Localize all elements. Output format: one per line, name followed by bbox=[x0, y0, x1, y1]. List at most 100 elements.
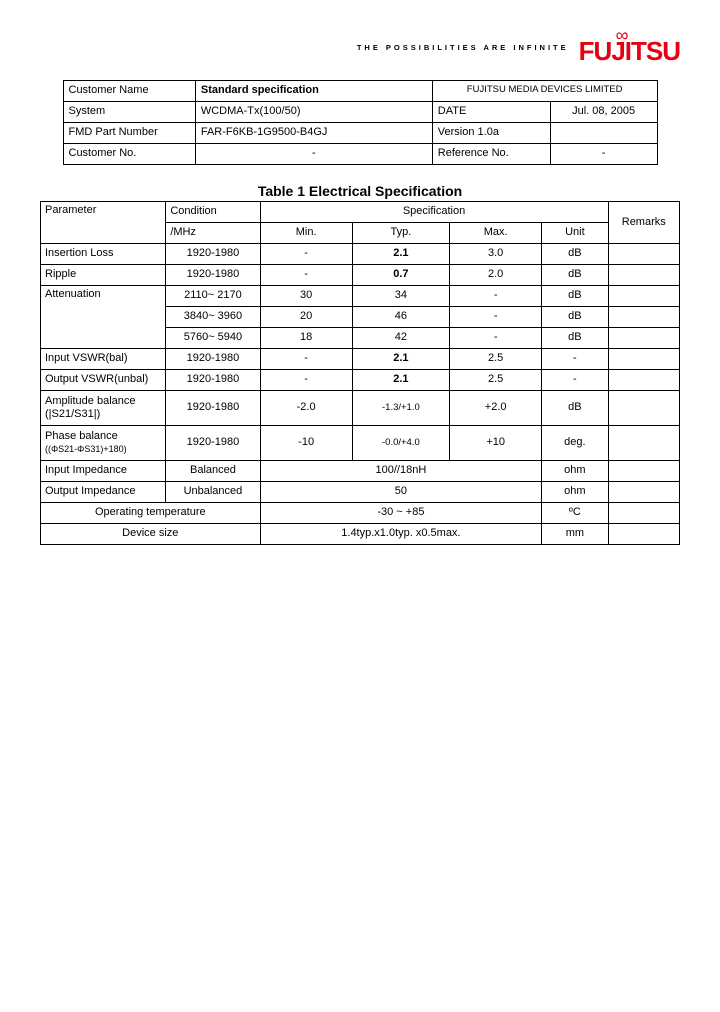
cell-merged: 50 bbox=[260, 482, 542, 503]
cell-cond: 1920-1980 bbox=[166, 391, 260, 426]
cell-min: -10 bbox=[260, 426, 352, 461]
cell-max: 2.5 bbox=[450, 370, 542, 391]
cell-unit: ohm bbox=[542, 482, 608, 503]
cell-param-merged: Operating temperature bbox=[41, 503, 261, 524]
table-row: Input Impedance Balanced 100//18nH ohm bbox=[41, 461, 680, 482]
cell-cond: Balanced bbox=[166, 461, 260, 482]
cell-rem bbox=[608, 524, 679, 545]
cell-typ: 42 bbox=[352, 328, 449, 349]
table-row: FMD Part Number FAR-F6KB-1G9500-B4GJ Ver… bbox=[63, 123, 657, 144]
fmd-value: FAR-F6KB-1G9500-B4GJ bbox=[195, 123, 432, 144]
cell-unit: mm bbox=[542, 524, 608, 545]
cell-typ: 2.1 bbox=[352, 370, 449, 391]
cell-typ: -0.0/+4.0 bbox=[352, 426, 449, 461]
table-row: Operating temperature -30 ~ +85 ºC bbox=[41, 503, 680, 524]
cell-param-line2: (|S21/S31|) bbox=[45, 408, 100, 420]
cell-rem bbox=[608, 391, 679, 426]
cell-param-line1: Amplitude balance bbox=[45, 395, 136, 407]
cell-min: - bbox=[260, 370, 352, 391]
logo-accent-icon: ∞ bbox=[616, 26, 625, 44]
refno-value: - bbox=[550, 144, 657, 165]
cell-unit: - bbox=[542, 370, 608, 391]
cell-merged: -30 ~ +85 bbox=[260, 503, 542, 524]
cell-rem bbox=[608, 370, 679, 391]
col-remarks: Remarks bbox=[608, 202, 679, 244]
table-row: Output VSWR(unbal) 1920-1980 - 2.1 2.5 - bbox=[41, 370, 680, 391]
system-value: WCDMA-Tx(100/50) bbox=[195, 102, 432, 123]
col-parameter: Parameter bbox=[41, 202, 166, 244]
table-row: Output Impedance Unbalanced 50 ohm bbox=[41, 482, 680, 503]
cell-cond: 1920-1980 bbox=[166, 370, 260, 391]
company-name: FUJITSU MEDIA DEVICES LIMITED bbox=[432, 81, 657, 102]
cell-merged: 1.4typ.x1.0typ. x0.5max. bbox=[260, 524, 542, 545]
cell-param: Insertion Loss bbox=[41, 244, 166, 265]
cell-typ: -1.3/+1.0 bbox=[352, 391, 449, 426]
cell-unit: dB bbox=[542, 307, 608, 328]
table-row: System WCDMA-Tx(100/50) DATE Jul. 08, 20… bbox=[63, 102, 657, 123]
cell-param-line2: ((ΦS21-ΦS31)+180) bbox=[45, 444, 127, 454]
cell-max: +2.0 bbox=[450, 391, 542, 426]
cell-rem bbox=[608, 349, 679, 370]
cell-unit: deg. bbox=[542, 426, 608, 461]
system-label: System bbox=[63, 102, 195, 123]
cell-cond: 1920-1980 bbox=[166, 426, 260, 461]
cell-unit: - bbox=[542, 349, 608, 370]
date-label: DATE bbox=[432, 102, 550, 123]
cell-typ: 2.1 bbox=[352, 349, 449, 370]
cell-unit: dB bbox=[542, 244, 608, 265]
cell-unit: dB bbox=[542, 391, 608, 426]
cell-max: +10 bbox=[450, 426, 542, 461]
cell-cond: Unbalanced bbox=[166, 482, 260, 503]
customer-name-label: Customer Name bbox=[63, 81, 195, 102]
spec-table: Parameter Condition Specification Remark… bbox=[40, 201, 680, 545]
custno-label: Customer No. bbox=[63, 144, 195, 165]
info-table: Customer Name Standard specification FUJ… bbox=[63, 80, 658, 165]
table-row: Attenuation 2110~ 2170 30 34 - dB bbox=[41, 286, 680, 307]
cell-param-line1: Phase balance bbox=[45, 430, 118, 442]
version-label: Version 1.0a bbox=[432, 123, 550, 144]
table-row: Phase balance ((ΦS21-ΦS31)+180) 1920-198… bbox=[41, 426, 680, 461]
cell-max: 3.0 bbox=[450, 244, 542, 265]
cell-max: - bbox=[450, 307, 542, 328]
cell-merged: 100//18nH bbox=[260, 461, 542, 482]
cell-cond: 2110~ 2170 bbox=[166, 286, 260, 307]
cell-typ: 2.1 bbox=[352, 244, 449, 265]
date-value: Jul. 08, 2005 bbox=[550, 102, 657, 123]
cell-unit: ohm bbox=[542, 461, 608, 482]
cell-unit: ºC bbox=[542, 503, 608, 524]
cell-min: -2.0 bbox=[260, 391, 352, 426]
table-row: Amplitude balance (|S21/S31|) 1920-1980 … bbox=[41, 391, 680, 426]
table-row: Ripple 1920-1980 - 0.7 2.0 dB bbox=[41, 265, 680, 286]
customer-name-value: Standard specification bbox=[195, 81, 432, 102]
cell-unit: dB bbox=[542, 328, 608, 349]
cell-rem bbox=[608, 244, 679, 265]
logo-text: FUJITSU bbox=[579, 36, 680, 66]
cell-min: 20 bbox=[260, 307, 352, 328]
table-header-row: Parameter Condition Specification Remark… bbox=[41, 202, 680, 223]
cell-max: 2.5 bbox=[450, 349, 542, 370]
cell-rem bbox=[608, 307, 679, 328]
cell-param: Output VSWR(unbal) bbox=[41, 370, 166, 391]
cell-rem bbox=[608, 461, 679, 482]
cell-cond: 5760~ 5940 bbox=[166, 328, 260, 349]
cell-param-merged: Device size bbox=[41, 524, 261, 545]
document-header: THE POSSIBILITIES ARE INFINITE ∞ FUJITSU bbox=[40, 30, 680, 64]
cell-param: Input Impedance bbox=[41, 461, 166, 482]
cell-max: 2.0 bbox=[450, 265, 542, 286]
cell-cond: 1920-1980 bbox=[166, 349, 260, 370]
cell-cond: 1920-1980 bbox=[166, 265, 260, 286]
cell-rem bbox=[608, 286, 679, 307]
cell-cond: 3840~ 3960 bbox=[166, 307, 260, 328]
table-row: Input VSWR(bal) 1920-1980 - 2.1 2.5 - bbox=[41, 349, 680, 370]
cell-rem bbox=[608, 482, 679, 503]
cell-param: Input VSWR(bal) bbox=[41, 349, 166, 370]
cell-max: - bbox=[450, 286, 542, 307]
cell-rem bbox=[608, 265, 679, 286]
fmd-label: FMD Part Number bbox=[63, 123, 195, 144]
table-row: Customer No. - Reference No. - bbox=[63, 144, 657, 165]
cell-min: 18 bbox=[260, 328, 352, 349]
cell-min: - bbox=[260, 349, 352, 370]
col-condition: Condition bbox=[166, 202, 260, 223]
cell-max: - bbox=[450, 328, 542, 349]
col-max: Max. bbox=[450, 223, 542, 244]
